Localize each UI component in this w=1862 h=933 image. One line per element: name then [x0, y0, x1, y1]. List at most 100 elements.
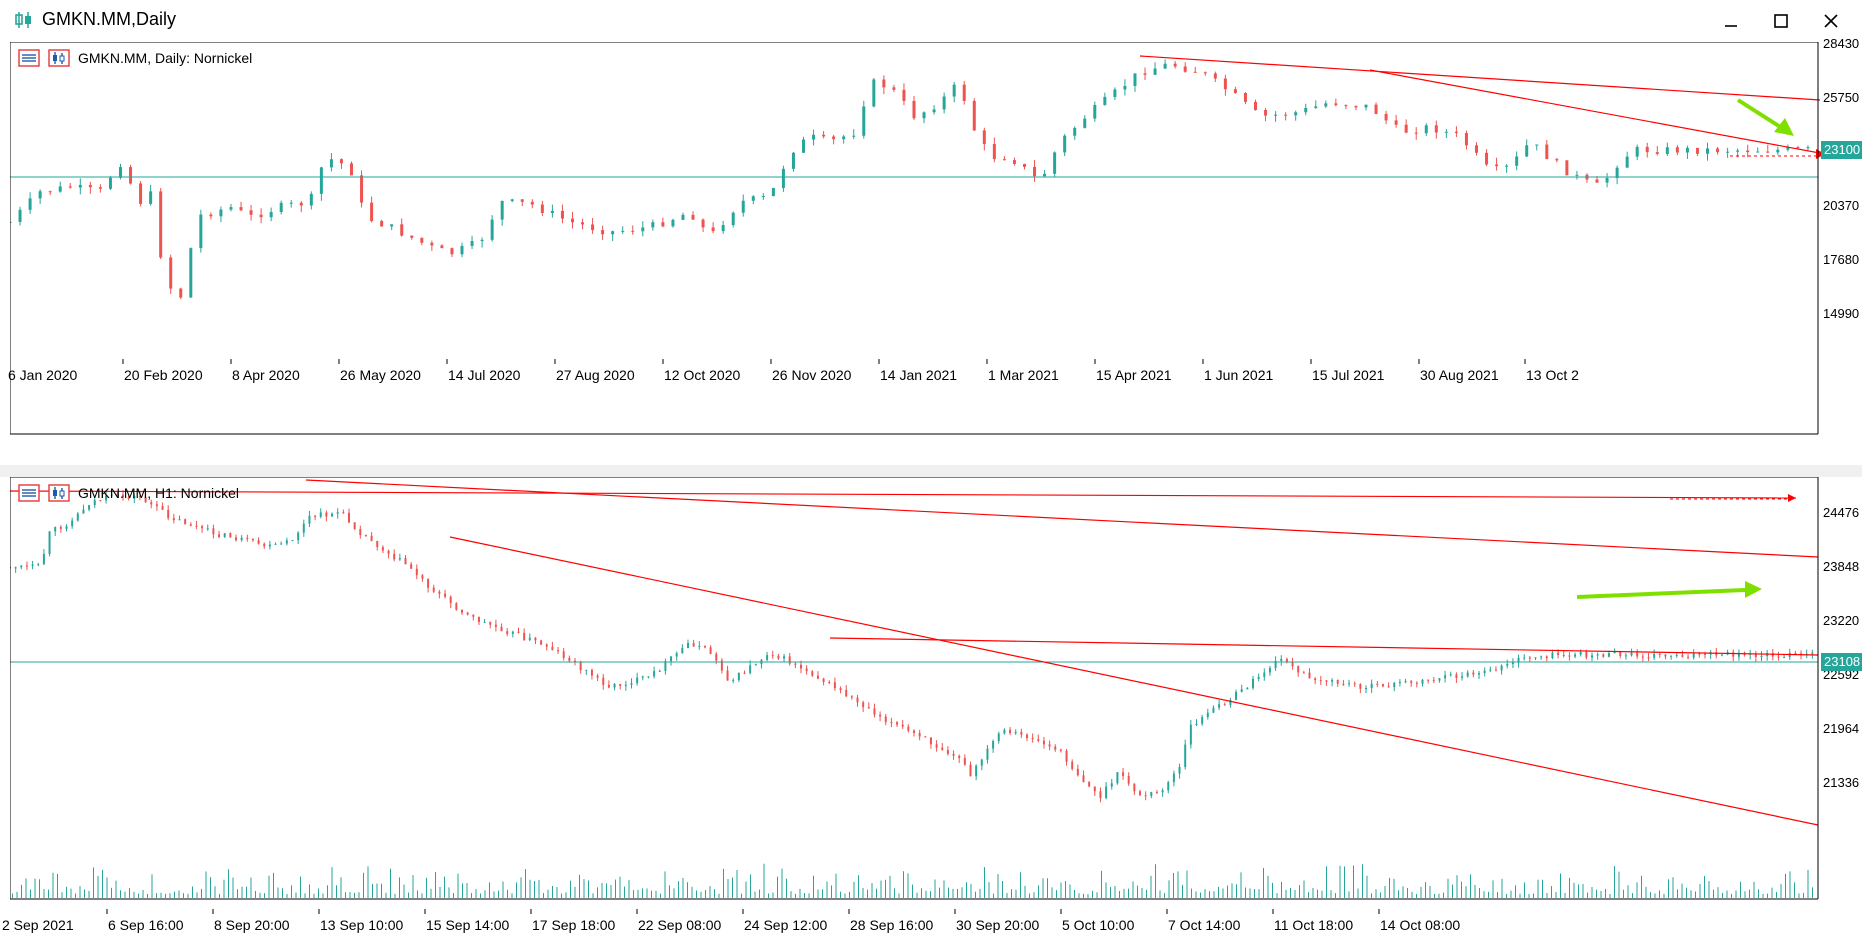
volume-bar: [1051, 887, 1053, 898]
indicator-list-icon[interactable]: [18, 49, 40, 67]
candle-body: [1517, 657, 1520, 663]
candle-body: [1574, 654, 1577, 657]
candle-body: [336, 512, 339, 514]
candle-body: [1213, 73, 1217, 79]
candle-body: [398, 558, 401, 560]
candle-body: [1670, 655, 1673, 657]
volume-bar: [1389, 877, 1390, 898]
daily-chart-panel[interactable]: GMKN.MM, Daily: Nornickel 28430 25750 2310…: [8, 36, 1862, 465]
candle-body: [783, 656, 786, 659]
candle-body: [856, 697, 859, 703]
trend-line[interactable]: [10, 490, 1797, 499]
candle-body: [1002, 159, 1006, 161]
trend-line[interactable]: [829, 637, 1819, 656]
candle-body: [720, 660, 723, 671]
volume-bar: [1546, 893, 1548, 898]
daily-candles: [10, 59, 1810, 300]
volume-bar: [579, 874, 580, 898]
volume-bar: [1438, 893, 1440, 898]
price-axis-label: 17680: [1823, 252, 1860, 267]
candle-body: [924, 736, 927, 738]
close-button[interactable]: [1818, 8, 1844, 34]
volume-bar: [1573, 882, 1575, 898]
trend-line[interactable]: [305, 479, 1819, 558]
volume-bar: [561, 893, 562, 898]
candle-body: [958, 755, 961, 759]
volume-bar: [939, 887, 940, 898]
candle-body: [78, 184, 82, 188]
volume-bar: [1708, 880, 1710, 898]
candle-body: [912, 100, 916, 119]
volume-bar: [57, 873, 58, 898]
candle-body: [1796, 147, 1800, 149]
volume-bar: [678, 881, 679, 898]
candle-body: [201, 526, 204, 529]
candle-body: [1454, 131, 1458, 134]
volume-bar: [358, 892, 360, 898]
panel-divider[interactable]: [0, 465, 1862, 477]
candle-body: [1033, 166, 1037, 177]
volume-bar: [1321, 890, 1323, 898]
minimize-button[interactable]: [1718, 8, 1744, 34]
volume-bar: [921, 888, 922, 898]
volume-bar: [1402, 886, 1404, 898]
candle-body: [1692, 653, 1695, 658]
current-price-tag: 23108: [1821, 653, 1862, 671]
volume-bar: [1353, 865, 1354, 898]
candle-body: [832, 136, 836, 140]
volume-bars: [12, 863, 1813, 898]
candle-body: [551, 646, 554, 651]
candle-body: [1438, 678, 1441, 681]
candle-body: [18, 209, 22, 222]
volume-bar: [628, 879, 630, 898]
hourly-price-chart[interactable]: [10, 477, 1862, 932]
volume-bar: [1182, 884, 1183, 898]
volume-bar: [1231, 883, 1233, 898]
symbol-chart-icon[interactable]: [48, 49, 70, 67]
trend-line[interactable]: [1369, 69, 1826, 155]
candle-body: [342, 512, 345, 514]
candle-body: [1746, 150, 1750, 153]
candle-body: [1485, 152, 1489, 165]
candle-body: [511, 631, 514, 634]
trend-line[interactable]: [1139, 55, 1821, 101]
candle-body: [992, 741, 995, 749]
volume-bar: [453, 893, 454, 898]
candle-body: [1076, 768, 1079, 776]
price-axis-label: 24476: [1823, 505, 1860, 520]
volume-bar: [1168, 880, 1170, 898]
maximize-button[interactable]: [1768, 8, 1794, 34]
candle-body: [82, 509, 85, 514]
volume-bar: [1587, 892, 1588, 898]
candle-body: [1274, 114, 1278, 116]
trend-line[interactable]: [449, 536, 1819, 826]
symbol-chart-icon[interactable]: [48, 484, 70, 502]
volume-bar: [772, 892, 774, 898]
candle-body: [353, 522, 356, 530]
volume-bar: [196, 892, 198, 898]
candle-body: [811, 671, 814, 676]
candle-body: [969, 764, 972, 777]
volume-bar: [556, 886, 558, 898]
volume-bar: [1191, 888, 1192, 898]
volume-bar: [1704, 875, 1705, 898]
volume-bar: [1056, 890, 1057, 898]
volume-bar: [403, 884, 405, 898]
volume-bar: [1204, 889, 1206, 898]
volume-bar: [1681, 883, 1683, 898]
daily-price-chart[interactable]: [10, 42, 1862, 465]
candle-body: [621, 230, 625, 232]
candle-body: [1063, 135, 1067, 153]
candle-body: [631, 230, 635, 232]
candle-body: [884, 716, 887, 723]
time-axis-label: 30 Sep 20:00: [956, 917, 1040, 933]
volume-bar: [606, 883, 607, 898]
candle-body: [1736, 150, 1740, 152]
candle-body: [269, 212, 273, 218]
candle-body: [1766, 151, 1770, 153]
candle-body: [1434, 125, 1438, 133]
candle-body: [410, 564, 413, 569]
hourly-chart-panel[interactable]: GMKN.MM, H1: Nornickel 24476 23848 23220 22…: [2, 477, 1862, 933]
volume-bar: [214, 886, 216, 898]
indicator-list-icon[interactable]: [18, 484, 40, 502]
